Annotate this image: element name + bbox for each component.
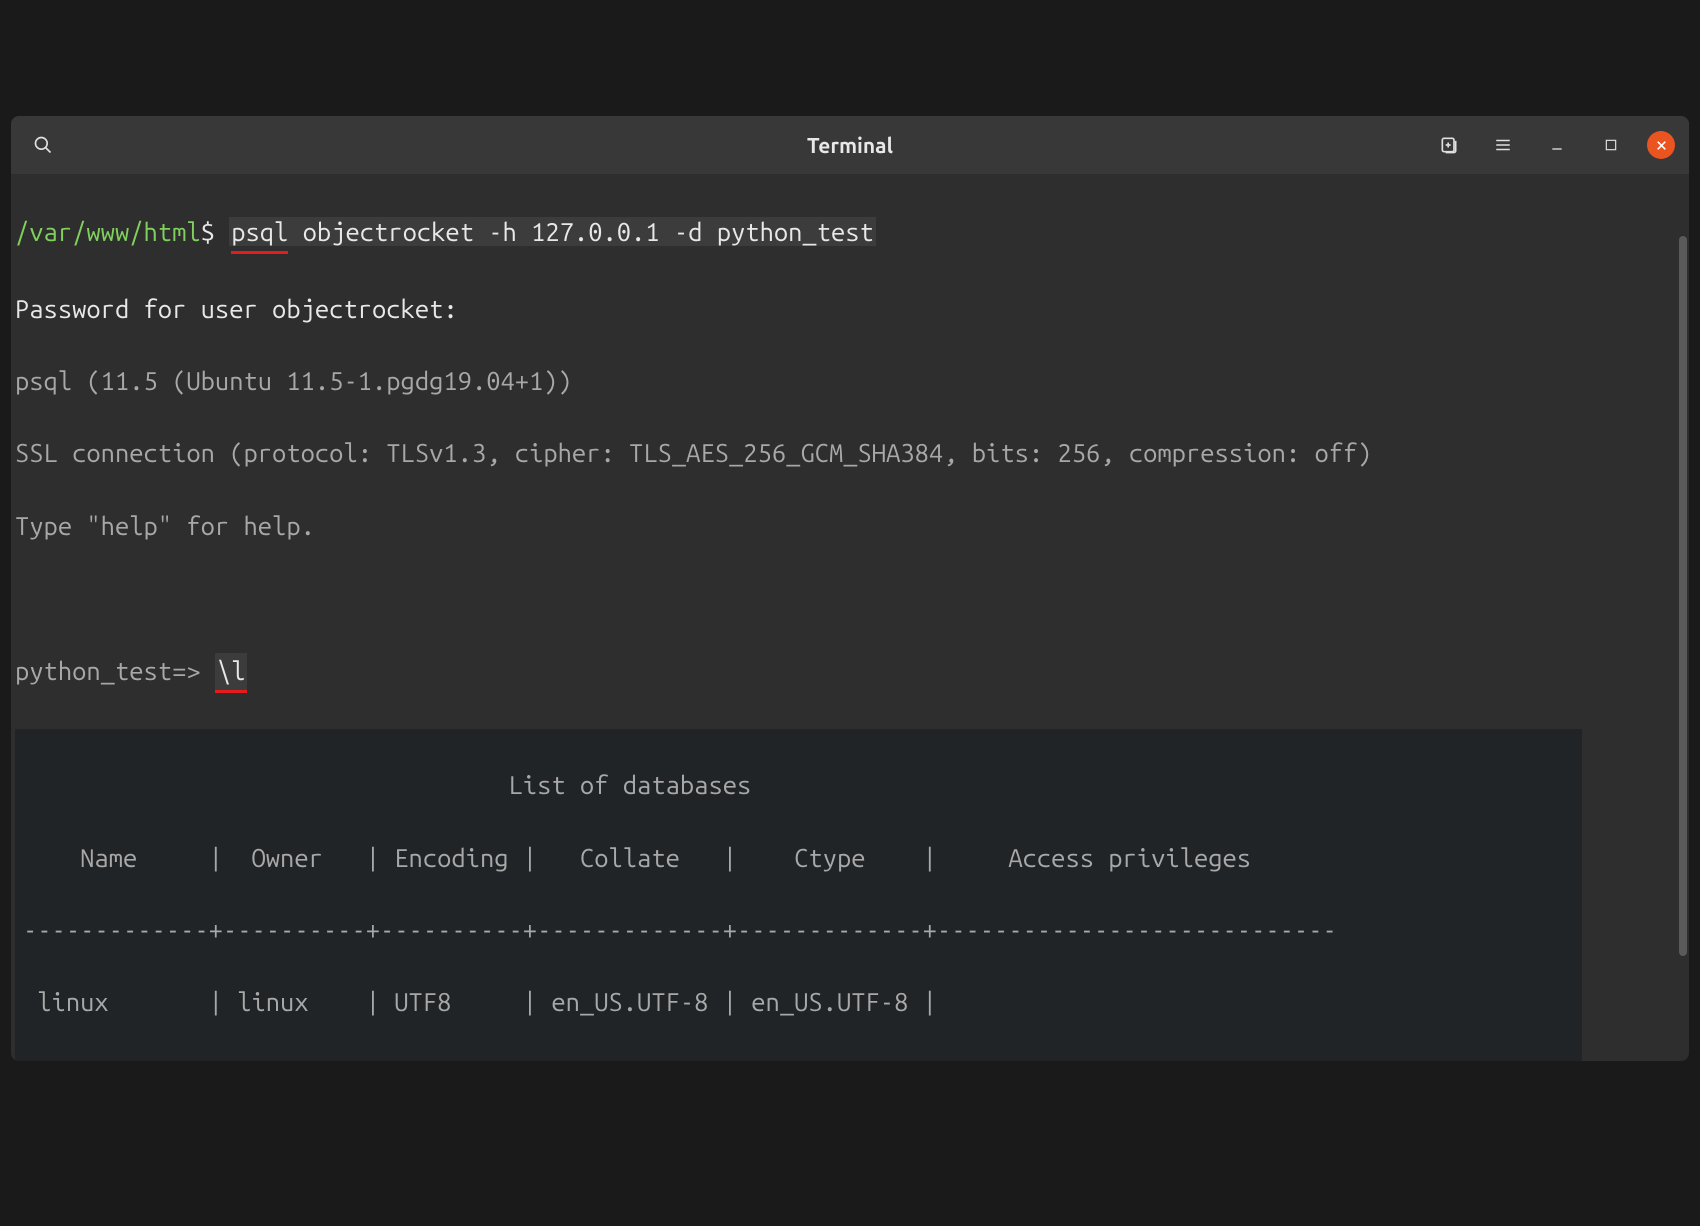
close-button[interactable]	[1647, 131, 1675, 159]
new-tab-icon[interactable]	[1431, 127, 1467, 163]
table-row: postgres | postgres | UTF8 | en_US.UTF-8…	[23, 1057, 1574, 1061]
psql-version: psql (11.5 (Ubuntu 11.5-1.pgdg19.04+1))	[15, 363, 1685, 399]
terminal-window: Terminal /var/www/html$ psql objectrocke…	[11, 116, 1689, 1061]
psql-cmd-args: objectrocket -h 127.0.0.1 -d python_test	[288, 217, 873, 246]
window-title: Terminal	[807, 133, 893, 157]
search-icon[interactable]	[25, 127, 61, 163]
password-prompt: Password for user objectrocket:	[15, 291, 1685, 327]
help-hint: Type "help" for help.	[15, 508, 1685, 544]
list-db-cmd: \l	[215, 653, 248, 693]
psql-prompt: python_test=>	[15, 656, 201, 685]
scrollbar[interactable]	[1679, 236, 1687, 956]
minimize-button[interactable]	[1539, 127, 1575, 163]
titlebar: Terminal	[11, 116, 1689, 174]
table-sep: -------------+----------+----------+----…	[23, 912, 1574, 948]
psql-cmd-highlight: psql	[231, 214, 288, 254]
table-row: linux | linux | UTF8 | en_US.UTF-8 | en_…	[23, 984, 1574, 1020]
ssl-info: SSL connection (protocol: TLSv1.3, ciphe…	[15, 435, 1685, 471]
hamburger-menu-icon[interactable]	[1485, 127, 1521, 163]
cwd-path: /var/www/html	[15, 217, 201, 246]
maximize-button[interactable]	[1593, 127, 1629, 163]
db-list-output: List of databases Name | Owner | Encodin…	[15, 729, 1582, 1061]
terminal-body[interactable]: /var/www/html$ psql objectrocket -h 127.…	[11, 174, 1689, 1061]
table-title: List of databases	[23, 767, 1574, 803]
table-header: Name | Owner | Encoding | Collate | Ctyp…	[23, 840, 1574, 876]
prompt-dollar: $	[201, 217, 215, 246]
